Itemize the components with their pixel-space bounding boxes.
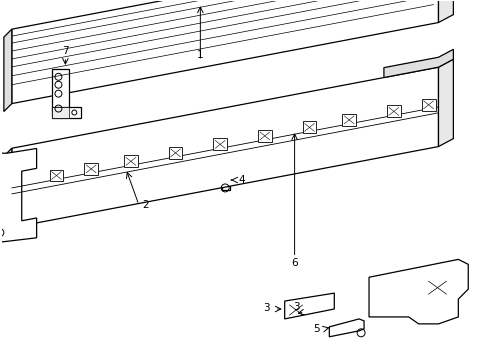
Polygon shape [51, 69, 69, 111]
Text: 3: 3 [293, 302, 299, 312]
Polygon shape [257, 130, 271, 142]
Polygon shape [368, 260, 468, 324]
Text: 4: 4 [238, 175, 245, 185]
Polygon shape [2, 148, 12, 238]
Polygon shape [421, 99, 435, 111]
Polygon shape [51, 107, 81, 118]
Polygon shape [212, 170, 230, 190]
Polygon shape [12, 67, 438, 228]
Text: 6: 6 [291, 258, 297, 268]
Polygon shape [438, 0, 452, 23]
Polygon shape [4, 29, 12, 112]
Polygon shape [386, 105, 400, 117]
Polygon shape [123, 156, 138, 167]
Polygon shape [302, 121, 316, 133]
Polygon shape [49, 170, 63, 181]
Polygon shape [284, 293, 334, 319]
Polygon shape [328, 319, 364, 337]
Polygon shape [0, 148, 37, 243]
Text: 2: 2 [142, 200, 149, 210]
Text: 7: 7 [62, 46, 69, 56]
Polygon shape [438, 59, 452, 147]
Polygon shape [383, 49, 452, 77]
Polygon shape [342, 114, 355, 126]
Polygon shape [12, 0, 438, 104]
Polygon shape [168, 147, 182, 159]
Polygon shape [213, 139, 226, 150]
Text: 1: 1 [197, 50, 203, 60]
Polygon shape [51, 107, 69, 118]
Polygon shape [84, 163, 98, 175]
Text: 3: 3 [263, 303, 269, 313]
Text: 5: 5 [312, 324, 319, 334]
